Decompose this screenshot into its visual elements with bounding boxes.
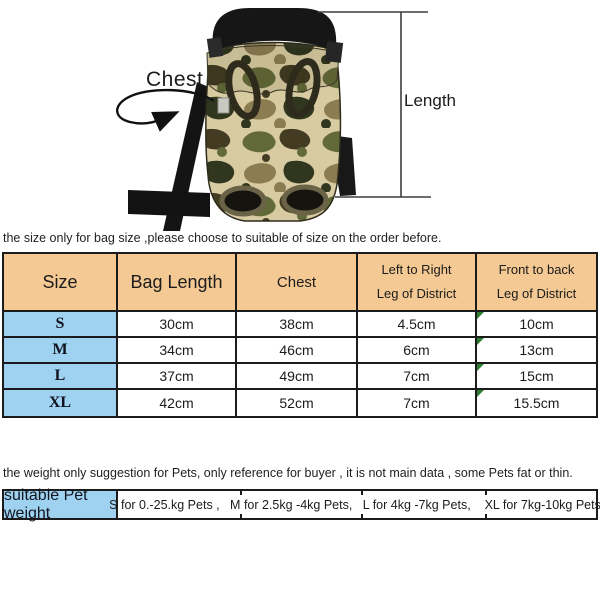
size-cell-s: S: [4, 312, 118, 338]
weight-note-text: the weight only suggestion for Pets, onl…: [3, 466, 573, 480]
column-tick: [485, 514, 487, 518]
bag-right-buckle: [324, 41, 344, 63]
cell-corner-marker-icon: [477, 312, 484, 319]
column-tick: [361, 491, 363, 495]
left-right-s: 4.5cm: [358, 312, 477, 338]
cell-corner-marker-icon: [477, 338, 484, 345]
chest-dimension-label: Chest: [146, 68, 204, 91]
size-table-header-bag-length: Bag Length: [118, 254, 237, 312]
bag-right-leg-hole: [281, 184, 329, 216]
cell-corner-marker-icon: [477, 364, 484, 371]
column-tick: [240, 514, 242, 518]
bag-left-leg-hole: [219, 185, 267, 217]
front-back-xl-value: 15.5cm: [513, 395, 560, 411]
bag-label-patch: [217, 97, 230, 114]
chest-l: 49cm: [237, 364, 358, 390]
header-line1: Left to Right: [381, 262, 452, 277]
bag-length-m: 34cm: [118, 338, 237, 364]
pet-weight-label: suitable Pet weight: [4, 487, 118, 522]
bag-length-l: 37cm: [118, 364, 237, 390]
front-back-s: 10cm: [477, 312, 596, 338]
bag-length-xl: 42cm: [118, 390, 237, 416]
size-cell-xl: XL: [4, 390, 118, 416]
product-photo-section: Chest Length: [0, 0, 600, 232]
size-table: Size Bag Length Chest Left to Right Leg …: [2, 252, 598, 418]
front-back-l-value: 15cm: [519, 368, 554, 384]
left-right-l: 7cm: [358, 364, 477, 390]
left-right-xl: 7cm: [358, 390, 477, 416]
cell-corner-marker-icon: [477, 390, 484, 397]
front-back-l: 15cm: [477, 364, 596, 390]
pet-weight-values: S for 0.-25.kg Pets , M for 2.5kg -4kg P…: [109, 491, 600, 518]
header-line2: Leg of District: [376, 286, 457, 301]
pet-weight-values-text: S for 0.-25.kg Pets , M for 2.5kg -4kg P…: [109, 497, 600, 512]
size-table-header-left-right: Left to Right Leg of District: [358, 254, 477, 312]
length-dimension-label: Length: [404, 91, 456, 110]
front-back-xl: 15.5cm: [477, 390, 596, 416]
size-table-header-chest: Chest: [237, 254, 358, 312]
size-cell-l: L: [4, 364, 118, 390]
chest-m: 46cm: [237, 338, 358, 364]
bag-length-s: 30cm: [118, 312, 237, 338]
size-table-header-front-back: Front to back Leg of District: [477, 254, 596, 312]
bag-flap-shade: [207, 45, 339, 94]
size-table-header-size: Size: [4, 254, 118, 312]
header-line2: Leg of District: [496, 286, 577, 301]
left-right-m: 6cm: [358, 338, 477, 364]
column-tick: [361, 514, 363, 518]
chest-xl: 52cm: [237, 390, 358, 416]
bag-top-roll: [212, 8, 337, 49]
size-cell-m: M: [4, 338, 118, 364]
pet-weight-table: suitable Pet weight S for 0.-25.kg Pets …: [2, 487, 600, 522]
column-tick: [240, 491, 242, 495]
header-line1: Front to back: [498, 262, 575, 277]
chest-s: 38cm: [237, 312, 358, 338]
chest-arrow: [116, 88, 215, 132]
front-back-s-value: 10cm: [519, 316, 554, 332]
column-tick: [485, 491, 487, 495]
size-note-text: the size only for bag size ,please choos…: [3, 231, 442, 245]
bag-left-handle: [225, 60, 261, 120]
bag-left-buckle: [206, 37, 224, 58]
front-back-m: 13cm: [477, 338, 596, 364]
camo-backpack-illustration: [116, 8, 431, 231]
bag-bottom-strap: [128, 190, 210, 217]
bag-right-handle: [285, 58, 321, 118]
front-back-m-value: 13cm: [519, 342, 554, 358]
